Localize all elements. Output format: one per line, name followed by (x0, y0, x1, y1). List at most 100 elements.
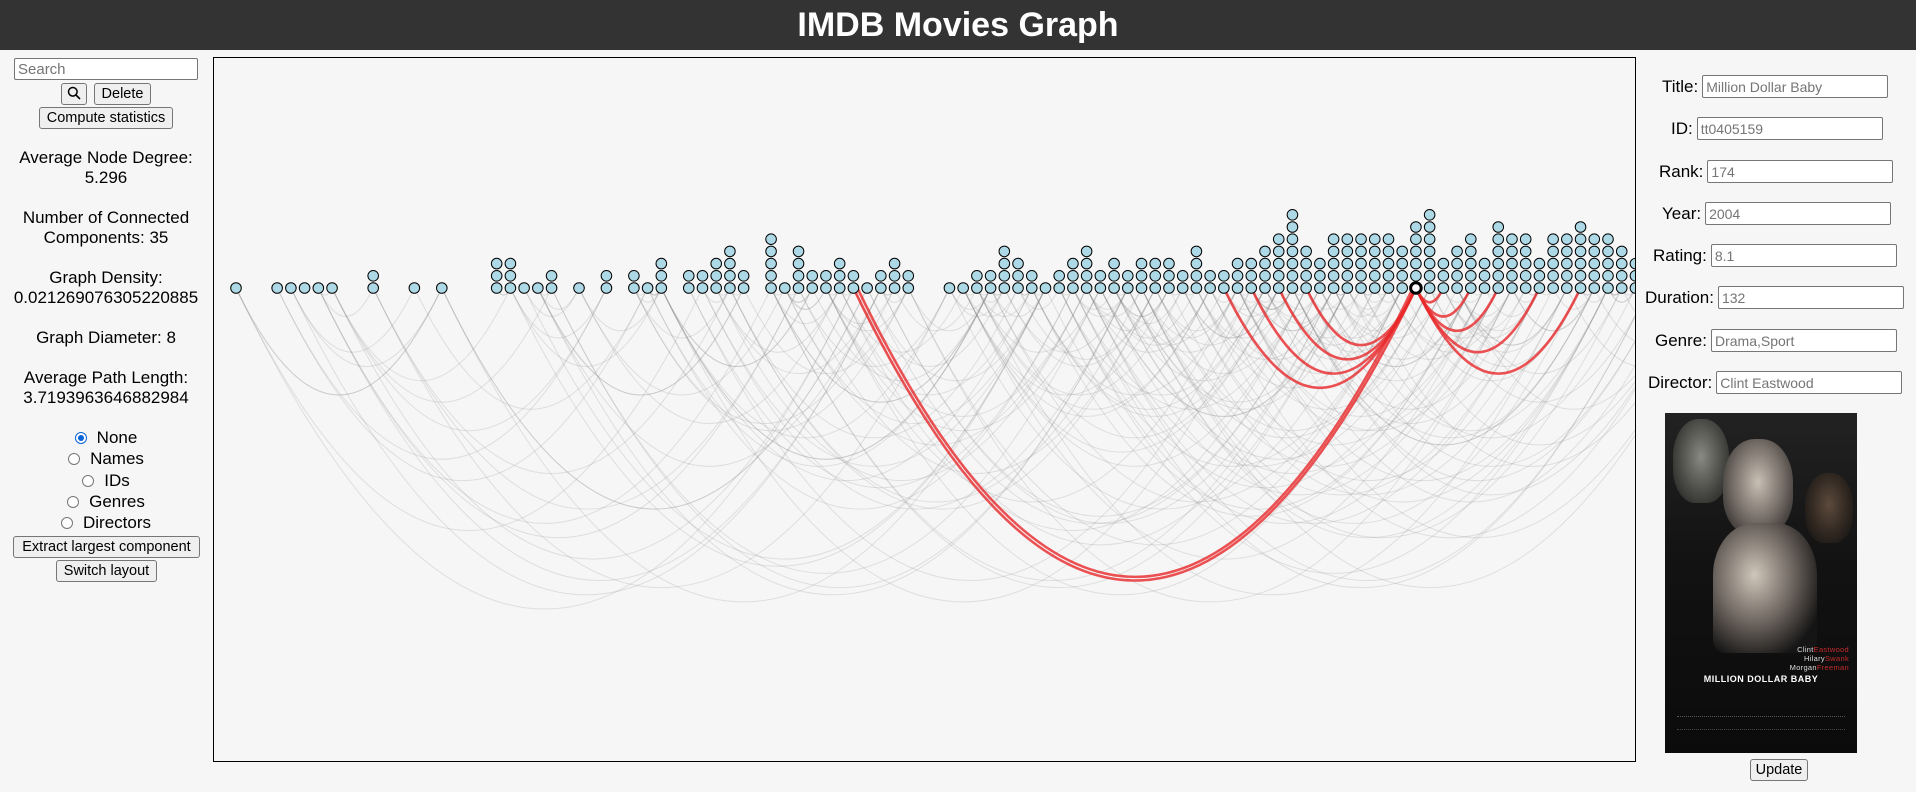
graph-node[interactable] (1478, 257, 1491, 270)
graph-node[interactable] (833, 257, 846, 270)
graph-node[interactable] (1259, 257, 1271, 270)
graph-node[interactable] (1122, 270, 1134, 282)
graph-node[interactable] (1341, 282, 1354, 294)
graph-node[interactable] (1231, 257, 1244, 270)
graph-node[interactable] (875, 270, 887, 282)
graph-node[interactable] (1602, 245, 1614, 258)
graph-node[interactable] (1547, 282, 1559, 294)
graph-node[interactable] (833, 270, 846, 282)
graph-node[interactable] (724, 282, 736, 294)
duration-input[interactable] (1717, 286, 1904, 309)
graph-node[interactable] (1506, 245, 1518, 258)
graph-node[interactable] (998, 270, 1011, 282)
graph-node[interactable] (710, 282, 723, 294)
graph-node[interactable] (1574, 270, 1587, 282)
graph-node[interactable] (1012, 257, 1024, 270)
graph-node[interactable] (1382, 257, 1395, 270)
search-input[interactable] (14, 58, 198, 80)
graph-node[interactable] (765, 257, 777, 270)
radio-button[interactable] (60, 517, 73, 529)
id-input[interactable] (1696, 117, 1883, 140)
graph-node[interactable] (655, 282, 668, 294)
graph-node[interactable] (1561, 257, 1573, 270)
graph-node[interactable] (1314, 270, 1326, 282)
graph-node[interactable] (984, 270, 997, 282)
graph-node[interactable] (1231, 282, 1244, 294)
graph-node[interactable] (696, 270, 709, 282)
graph-node[interactable] (1629, 257, 1635, 270)
graph-node[interactable] (1588, 282, 1601, 294)
graph-node[interactable] (1533, 257, 1546, 270)
graph-node[interactable] (971, 270, 983, 282)
graph-node[interactable] (1108, 282, 1120, 294)
graph-node[interactable] (1080, 257, 1093, 270)
graph-node[interactable] (312, 282, 325, 294)
graph-node[interactable] (298, 282, 311, 294)
graph-node[interactable] (600, 282, 613, 294)
graph-node[interactable] (1506, 257, 1518, 270)
graph-node[interactable] (1561, 270, 1573, 282)
graph-node[interactable] (1615, 282, 1628, 294)
graph-node[interactable] (1067, 257, 1079, 270)
graph-node[interactable] (1300, 282, 1312, 294)
graph-node[interactable] (1368, 233, 1381, 245)
graph-node[interactable] (367, 282, 379, 294)
graph-node[interactable] (1190, 270, 1203, 282)
graph-node[interactable] (1190, 257, 1203, 270)
graph-node[interactable] (1300, 270, 1312, 282)
graph-node[interactable] (1149, 257, 1162, 270)
graph-node[interactable] (545, 270, 558, 282)
graph-node[interactable] (490, 282, 503, 294)
graph-node[interactable] (1437, 257, 1450, 270)
graph-node[interactable] (326, 282, 338, 294)
rating-input[interactable] (1710, 244, 1897, 267)
graph-node[interactable] (1025, 282, 1038, 294)
graph-node[interactable] (1272, 233, 1285, 245)
graph-node[interactable] (943, 282, 956, 294)
radio-button[interactable] (82, 475, 95, 487)
graph-node[interactable] (655, 270, 668, 282)
graph-node[interactable] (792, 270, 805, 282)
graph-node[interactable] (1218, 270, 1230, 282)
graph-node[interactable] (1272, 282, 1285, 294)
radio-option-none[interactable]: None (0, 427, 212, 449)
graph-node[interactable] (1423, 270, 1436, 282)
graph-node[interactable] (1547, 245, 1559, 258)
graph-node[interactable] (1286, 221, 1299, 233)
graph-node[interactable] (1286, 245, 1299, 258)
graph-node[interactable] (628, 270, 640, 282)
graph-node[interactable] (1410, 233, 1422, 245)
graph-node[interactable] (1396, 257, 1408, 270)
graph-node[interactable] (1410, 221, 1422, 233)
extract-largest-component-button[interactable]: Extract largest component (13, 536, 200, 558)
graph-node[interactable] (1533, 270, 1546, 282)
graph-node[interactable] (1602, 257, 1614, 270)
graph-node[interactable] (518, 282, 530, 294)
graph-node[interactable] (1286, 233, 1299, 245)
graph-node[interactable] (490, 257, 503, 270)
graph-node[interactable] (779, 282, 791, 294)
graph-node[interactable] (765, 233, 777, 245)
graph-node[interactable] (1314, 257, 1326, 270)
graph-node[interactable] (545, 282, 558, 294)
graph-node[interactable] (1519, 282, 1532, 294)
radio-button[interactable] (74, 432, 87, 444)
graph-node[interactable] (628, 282, 640, 294)
radio-option-ids[interactable]: IDs (0, 470, 212, 492)
graph-node[interactable] (861, 282, 873, 294)
graph-node[interactable] (1176, 270, 1189, 282)
graph-node[interactable] (1286, 282, 1299, 294)
graph-node[interactable] (888, 257, 901, 270)
graph-node[interactable] (532, 282, 544, 294)
graph-node[interactable] (1355, 257, 1367, 270)
graph-node[interactable] (1478, 282, 1491, 294)
graph-node[interactable] (1588, 270, 1601, 282)
graph-node[interactable] (1602, 282, 1614, 294)
graph-node[interactable] (998, 282, 1011, 294)
graph-node[interactable] (1053, 282, 1066, 294)
graph-node[interactable] (1012, 270, 1024, 282)
graph-node[interactable] (1108, 270, 1120, 282)
graph-node[interactable] (833, 282, 846, 294)
graph-node[interactable] (1465, 257, 1477, 270)
graph-node[interactable] (1245, 282, 1258, 294)
